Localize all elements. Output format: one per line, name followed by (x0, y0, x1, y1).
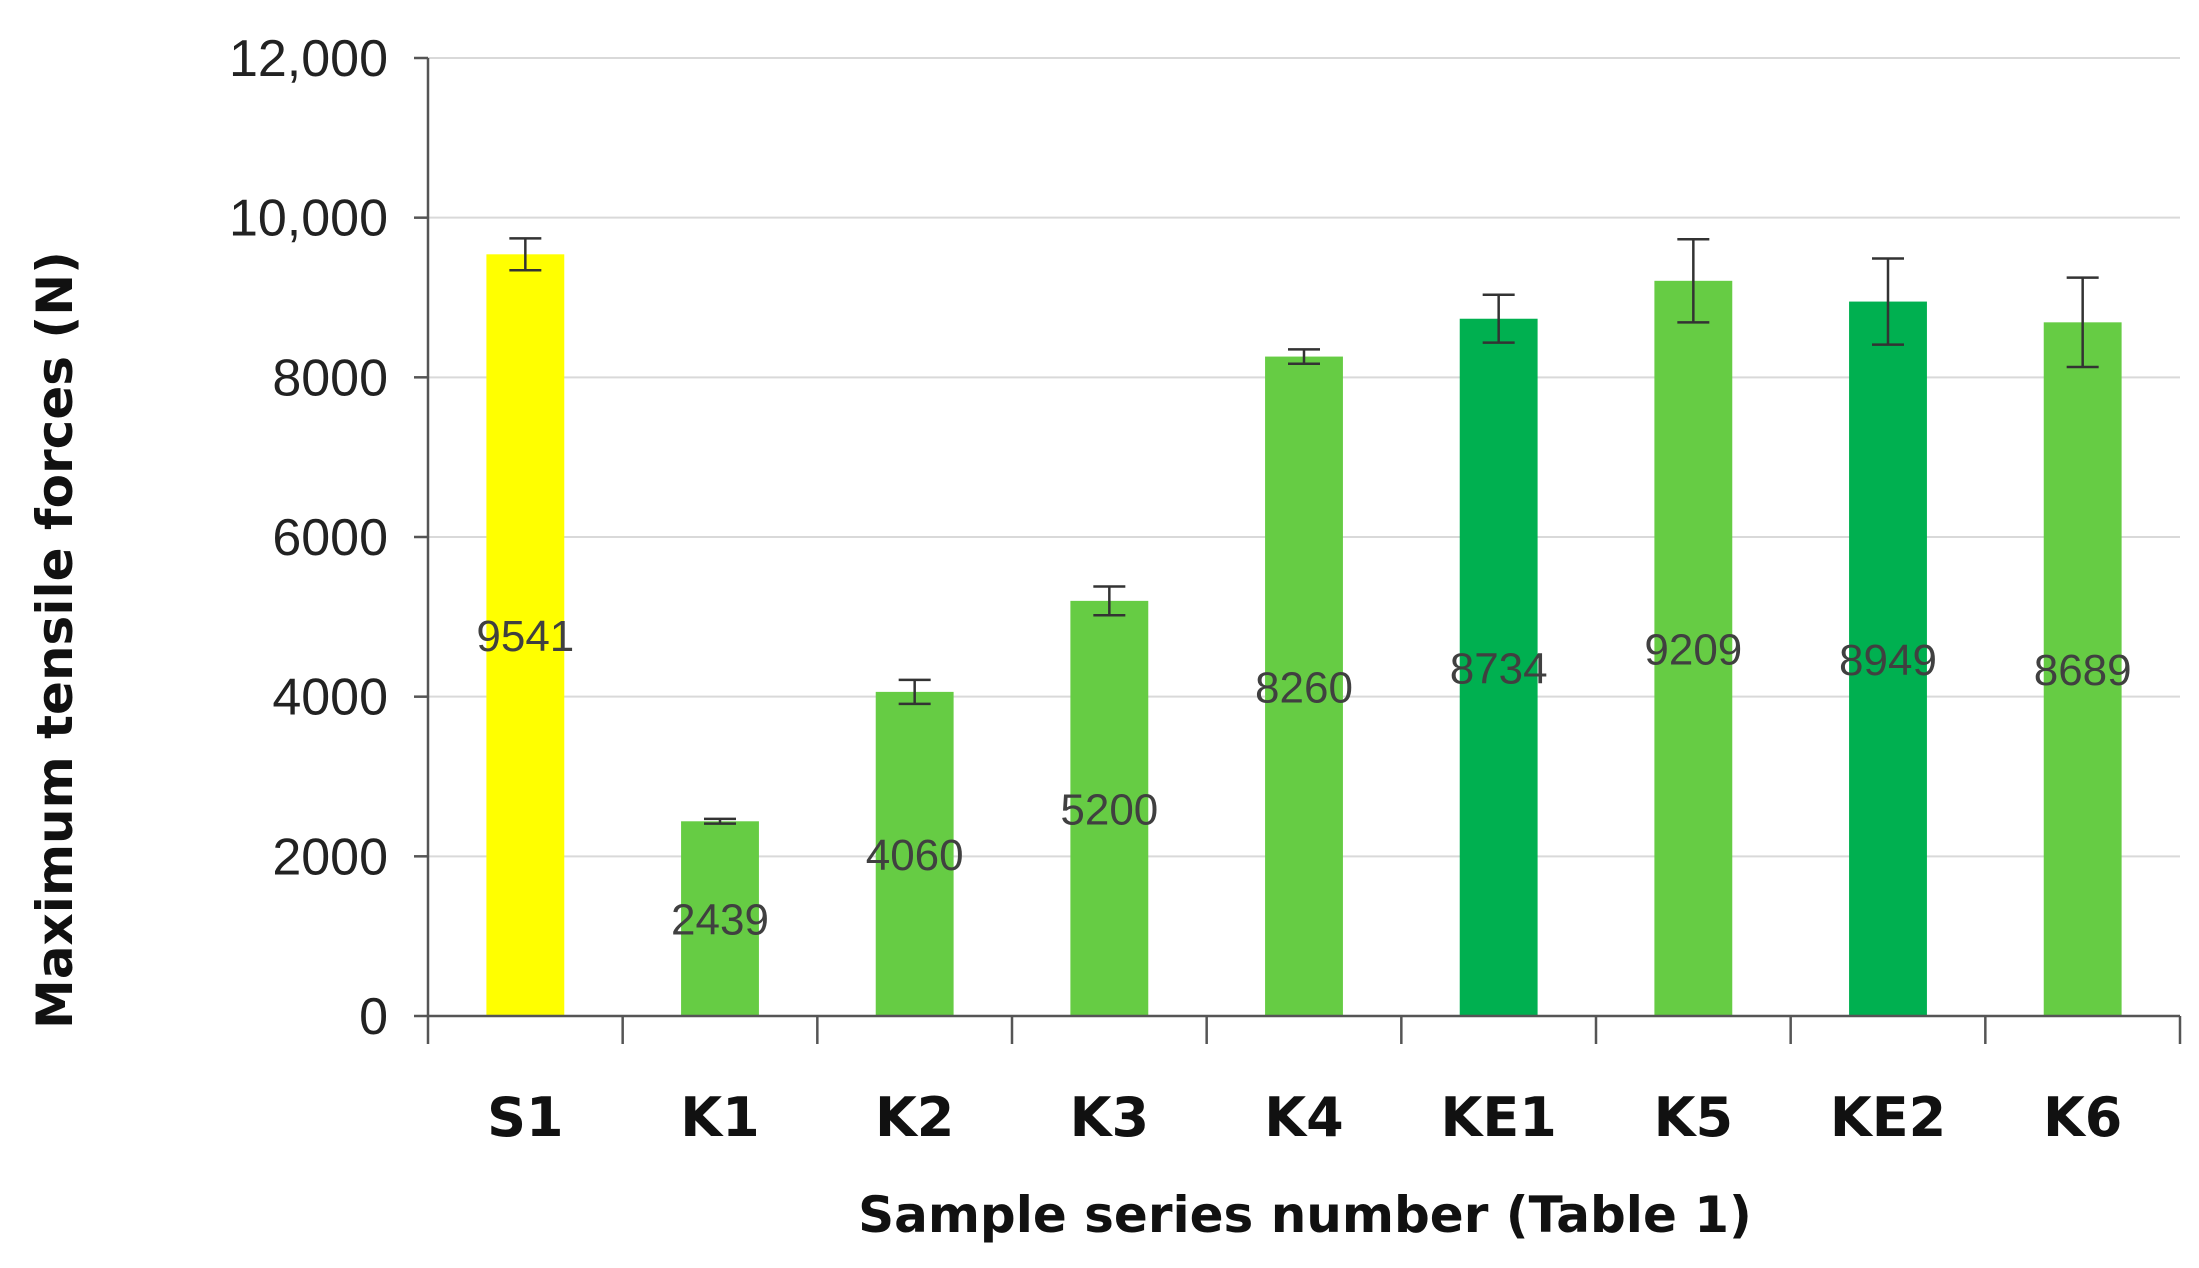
bar-k2 (875, 691, 954, 1016)
bar-k1 (681, 821, 759, 1016)
data-label-k1: 2439 (671, 896, 769, 945)
x-tick-label-k3: K3 (1070, 1086, 1149, 1149)
x-tick-label-k2: K2 (875, 1086, 954, 1149)
bar-ke2 (1849, 301, 1927, 1016)
bar-k6 (2043, 322, 2122, 1017)
data-label-s1: 9541 (476, 612, 574, 661)
bar-s1 (486, 254, 565, 1016)
y-tick-label: 8000 (272, 349, 388, 407)
data-label-ke1: 8734 (1450, 644, 1548, 693)
data-label-k2: 4060 (866, 831, 964, 880)
x-tick-label-s1: S1 (487, 1086, 563, 1149)
x-tick-label-ke2: KE2 (1830, 1086, 1946, 1149)
x-axis-title: Sample series number (Table 1) (858, 1186, 1752, 1244)
y-tick-label: 6000 (272, 509, 388, 567)
data-label-ke2: 8949 (1839, 636, 1937, 685)
bar-k5 (1654, 280, 1733, 1016)
x-axis: S1 K1 K2 K3 K4 KE1 K5 KE2 K6 (426, 1014, 2182, 1149)
data-labels: 9541 2439 4060 5200 8260 8734 9209 8949 8689 (476, 612, 2131, 944)
data-label-k4: 8260 (1255, 663, 1353, 712)
x-tick-label-k5: K5 (1654, 1086, 1733, 1149)
data-label-k3: 5200 (1060, 785, 1158, 834)
y-axis-title: Maximum tensile forces (N) (26, 251, 84, 1029)
error-bars (509, 237, 2099, 825)
bar-k4 (1265, 356, 1343, 1016)
data-label-k5: 9209 (1644, 625, 1742, 674)
data-label-k6: 8689 (2034, 646, 2132, 695)
bars (486, 254, 2122, 1017)
bar-ke1 (1459, 318, 1538, 1016)
x-tick-label-k1: K1 (680, 1086, 759, 1149)
bar-k3 (1070, 600, 1149, 1016)
y-tick-label: 2000 (272, 828, 388, 886)
y-axis: 0 2000 4000 6000 8000 10,000 12,000 (229, 30, 430, 1046)
x-tick-label-ke1: KE1 (1441, 1086, 1557, 1149)
y-tick-label: 0 (359, 988, 388, 1046)
y-tick-label: 4000 (272, 669, 388, 727)
y-tick-label: 12,000 (229, 30, 388, 88)
x-tick-label-k4: K4 (1264, 1086, 1343, 1149)
y-tick-label: 10,000 (229, 190, 388, 248)
x-tick-label-k6: K6 (2043, 1086, 2122, 1149)
